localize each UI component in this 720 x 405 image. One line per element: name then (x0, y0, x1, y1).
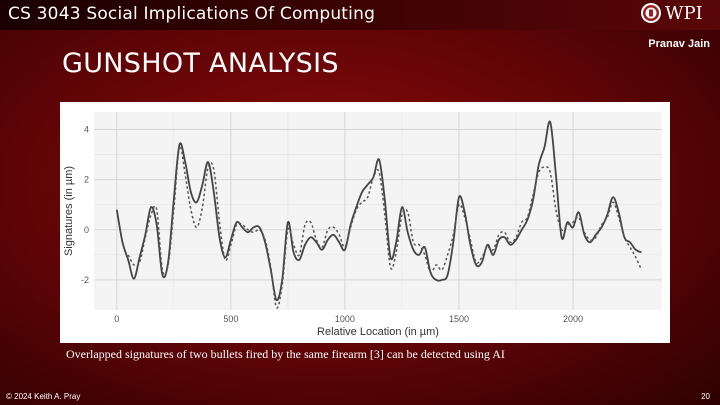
wpi-seal-icon (641, 3, 661, 23)
x-tick-label: 1500 (449, 314, 469, 324)
header-bar: CS 3043 Social Implications Of Computing… (0, 0, 720, 30)
series-line-dashed (127, 145, 643, 309)
x-tick-labels: 0 500 1000 1500 2000 (114, 314, 583, 324)
x-tick-label: 1000 (335, 314, 355, 324)
logo-text: WPI (665, 2, 703, 24)
y-tick-label: 2 (84, 175, 89, 185)
y-tick-label: 0 (84, 225, 89, 235)
course-title: CS 3043 Social Implications Of Computing (8, 4, 376, 24)
wpi-logo: WPI (640, 2, 703, 24)
y-axis-label: Signatures (in µm) (63, 166, 75, 256)
series-line-solid (115, 120, 642, 302)
plot-panel (94, 112, 662, 310)
x-axis-label: Relative Location (in µm) (317, 326, 439, 338)
chart-series (115, 120, 643, 309)
x-tick-label: 500 (223, 314, 238, 324)
y-tick-labels: -2 0 2 4 (81, 125, 89, 285)
figure-caption: Overlapped signatures of two bullets fir… (66, 347, 505, 361)
y-tick-label: -2 (81, 275, 89, 285)
author-name: Pranav Jain (648, 38, 710, 50)
slide-title: GUNSHOT ANALYSIS (62, 48, 339, 79)
page-number: 20 (701, 392, 710, 401)
x-tick-label: 0 (114, 314, 119, 324)
copyright: © 2024 Keith A. Pray (6, 392, 81, 401)
y-tick-label: 4 (84, 125, 89, 135)
x-tick-label: 2000 (563, 314, 583, 324)
chart-grid (94, 112, 662, 310)
signature-chart: -2 0 2 4 0 500 1000 1500 2000 Relative Location… (63, 112, 662, 338)
chart-figure: -2 0 2 4 0 500 1000 1500 2000 Relative Location… (60, 102, 670, 343)
